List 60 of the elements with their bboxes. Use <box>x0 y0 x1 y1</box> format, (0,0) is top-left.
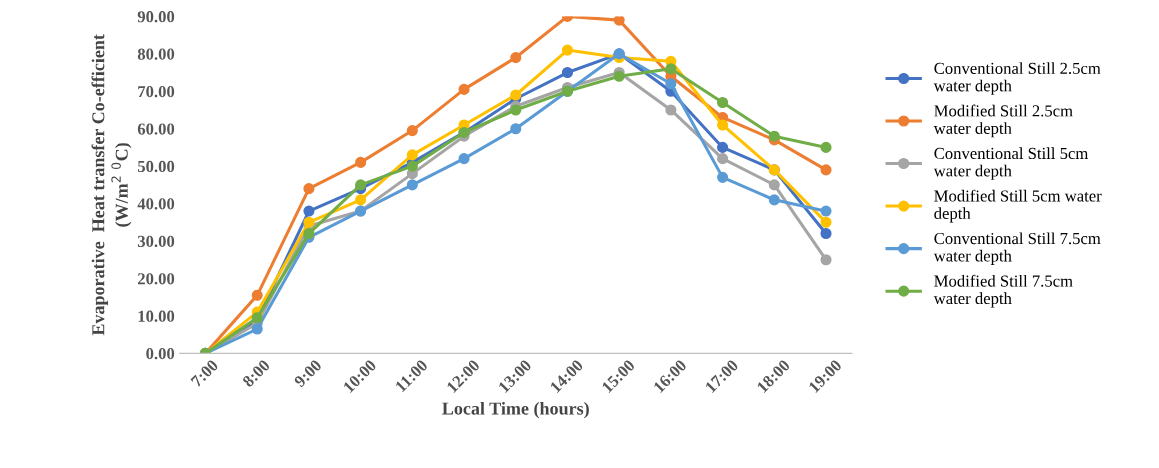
point <box>355 179 367 191</box>
point <box>406 179 418 191</box>
legend-label: Conventional Still 5cm water depth <box>933 147 1089 180</box>
point <box>717 119 729 131</box>
y-tick-label: 30.00 <box>137 235 175 248</box>
x-tick-label: 9:00 <box>293 358 323 388</box>
y-tick-label: 70.00 <box>138 85 175 98</box>
x-tick-label: 7:00 <box>190 358 219 388</box>
point <box>510 123 522 135</box>
point <box>768 194 780 206</box>
y-tick-label: 20.00 <box>137 273 175 285</box>
point <box>665 63 677 75</box>
point <box>251 289 263 301</box>
point <box>820 227 832 240</box>
legend-label: Modified Still 7.5cm water depth <box>933 274 1073 308</box>
legend-label: Modified Still 5cm water depth <box>934 189 1102 223</box>
point <box>510 52 522 64</box>
point <box>458 153 470 165</box>
point <box>251 323 263 335</box>
y-axis-title: Evaporative Heat transfer Co-efficient (W/m$^{2 0}$C) <box>91 34 132 336</box>
legend-label: Conventional Still 2.5cm water depth <box>933 62 1101 95</box>
point <box>406 149 418 161</box>
point <box>561 66 574 79</box>
point <box>510 104 522 116</box>
point <box>406 160 418 172</box>
point <box>717 96 729 109</box>
point <box>820 164 832 176</box>
point <box>717 153 729 165</box>
legend-label: Conventional Still 7.5cm water depth <box>933 232 1101 265</box>
point <box>355 156 367 168</box>
point <box>665 78 677 90</box>
point <box>510 89 522 101</box>
point <box>355 194 367 206</box>
point <box>613 16 625 26</box>
y-tick-label: 60.00 <box>137 123 175 135</box>
y-tick-label: 80.00 <box>137 48 175 60</box>
x-tick-label: 8:00 <box>241 358 271 388</box>
point <box>458 83 470 95</box>
point <box>303 205 315 217</box>
point <box>820 254 832 266</box>
point <box>665 104 677 116</box>
point <box>303 183 315 195</box>
y-tick-label: 90.00 <box>137 11 175 23</box>
point <box>768 130 780 142</box>
y-tick-label: 50.00 <box>137 160 175 173</box>
point <box>768 179 780 191</box>
point <box>820 141 832 153</box>
point <box>406 125 418 137</box>
y-tick-label: 0.00 <box>146 348 175 360</box>
legend-label: Modified Still 2.5cm water depth <box>933 104 1073 138</box>
point <box>303 216 315 228</box>
point <box>820 205 832 217</box>
point <box>717 171 729 183</box>
point <box>303 227 315 240</box>
y-tick-label: 10.00 <box>138 310 175 322</box>
point <box>717 141 729 153</box>
point <box>561 44 574 56</box>
y-tick-label: 40.00 <box>137 198 175 210</box>
point <box>820 216 832 228</box>
x-axis-title: Local Time (hours) <box>442 401 589 419</box>
